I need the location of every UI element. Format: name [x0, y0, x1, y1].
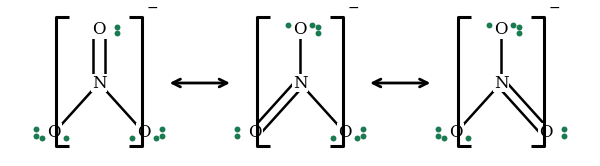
Text: O: O [248, 124, 262, 141]
Point [283, 24, 293, 26]
Text: −: − [147, 1, 158, 15]
Point [328, 136, 338, 139]
Point [31, 128, 41, 131]
Point [433, 135, 443, 137]
Point [514, 32, 524, 35]
Point [37, 136, 47, 139]
Text: O: O [137, 124, 151, 141]
Text: −: − [348, 1, 359, 15]
Point [358, 135, 368, 137]
Text: N: N [494, 75, 508, 91]
Text: O: O [539, 124, 553, 141]
Point [151, 136, 161, 139]
Point [439, 136, 449, 139]
Point [307, 24, 317, 26]
Point [112, 32, 122, 35]
Point [463, 136, 473, 139]
Text: O: O [293, 21, 307, 38]
Text: O: O [449, 124, 463, 141]
Point [352, 136, 362, 139]
Text: N: N [92, 75, 106, 91]
Point [157, 128, 167, 131]
Point [508, 24, 518, 26]
Point [112, 25, 122, 28]
Point [313, 25, 323, 28]
Point [31, 135, 41, 137]
Text: O: O [92, 21, 106, 38]
Point [358, 128, 368, 131]
Point [559, 135, 569, 137]
Point [484, 24, 494, 26]
Text: O: O [338, 124, 352, 141]
Text: O: O [47, 124, 61, 141]
Point [232, 135, 242, 137]
Point [313, 32, 323, 35]
Text: −: − [549, 1, 560, 15]
Point [157, 135, 167, 137]
Point [232, 128, 242, 131]
Point [559, 128, 569, 131]
Text: O: O [494, 21, 508, 38]
Point [433, 128, 443, 131]
Text: N: N [293, 75, 307, 91]
Point [127, 136, 137, 139]
Point [514, 25, 524, 28]
Point [61, 136, 71, 139]
